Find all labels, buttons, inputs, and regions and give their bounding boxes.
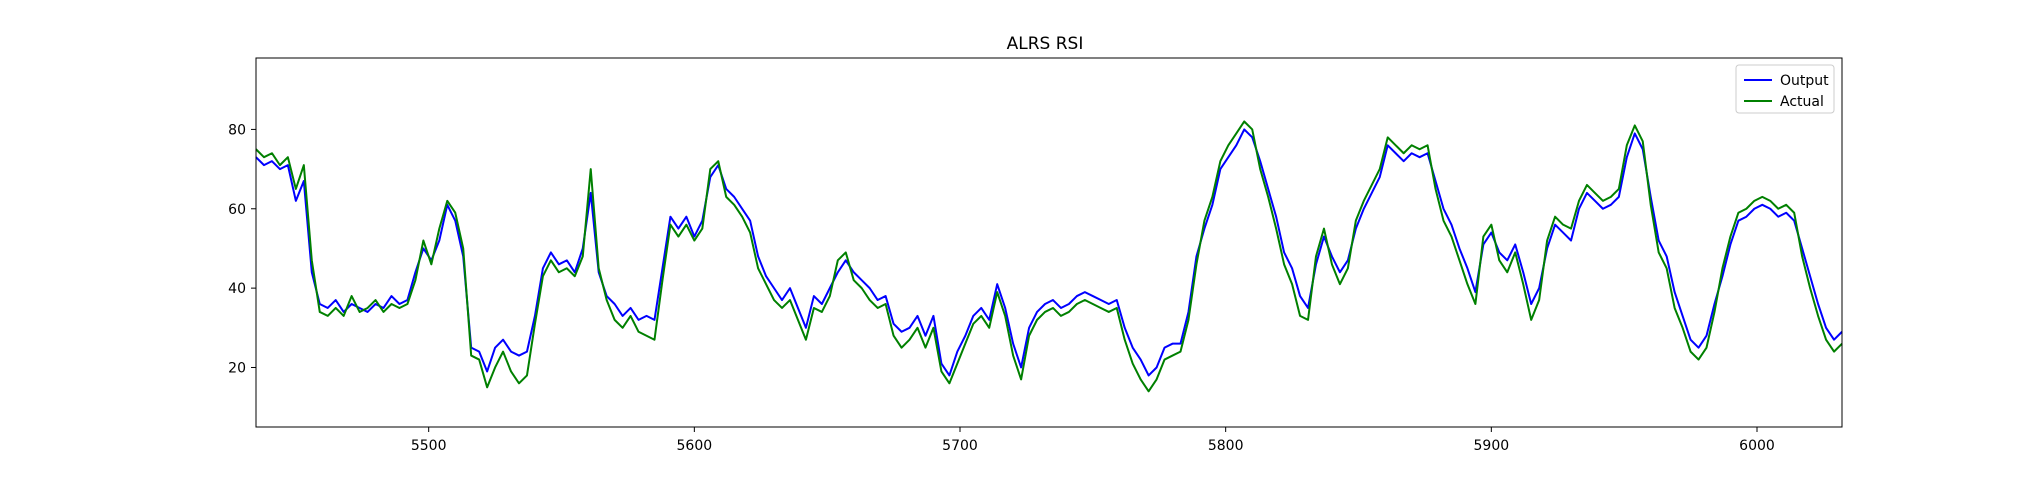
x-tick-label: 5900 xyxy=(1474,438,1510,454)
chart-title: ALRS RSI xyxy=(1007,34,1084,54)
legend-label-output: Output xyxy=(1780,73,1829,89)
x-tick-label: 6000 xyxy=(1739,438,1775,454)
legend: Output Actual xyxy=(1735,64,1835,114)
plot-frame xyxy=(255,57,1843,428)
x-tick-label: 5500 xyxy=(411,438,447,454)
y-axis: 20 40 60 80 xyxy=(228,122,256,376)
y-tick-label: 80 xyxy=(228,122,246,138)
series-line-output xyxy=(255,128,1843,377)
y-tick-label: 40 xyxy=(228,281,246,297)
series-line-actual xyxy=(255,120,1843,393)
x-tick-label: 5600 xyxy=(677,438,713,454)
x-tick-label: 5800 xyxy=(1208,438,1244,454)
y-tick-label: 20 xyxy=(228,360,246,376)
x-tick-label: 5700 xyxy=(942,438,978,454)
series-layer xyxy=(255,120,1843,393)
x-axis: 5500 5600 5700 5800 5900 6000 xyxy=(411,427,1775,454)
legend-label-actual: Actual xyxy=(1780,94,1824,110)
plot-area xyxy=(256,58,1842,427)
y-tick-label: 60 xyxy=(228,202,246,218)
